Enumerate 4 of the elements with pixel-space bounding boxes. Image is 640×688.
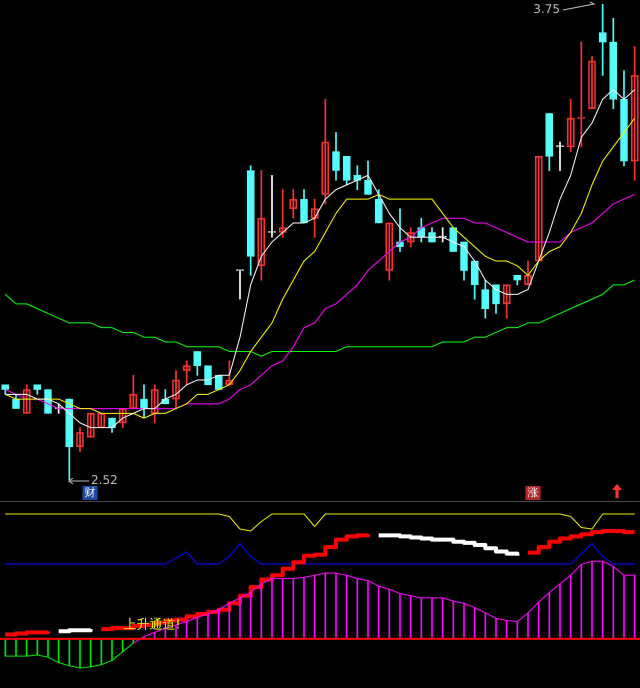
text: 涨 xyxy=(528,486,538,499)
annotation: 3.75 xyxy=(533,2,560,16)
annotation: 2.52 xyxy=(91,473,118,488)
text: 财 xyxy=(84,486,96,499)
